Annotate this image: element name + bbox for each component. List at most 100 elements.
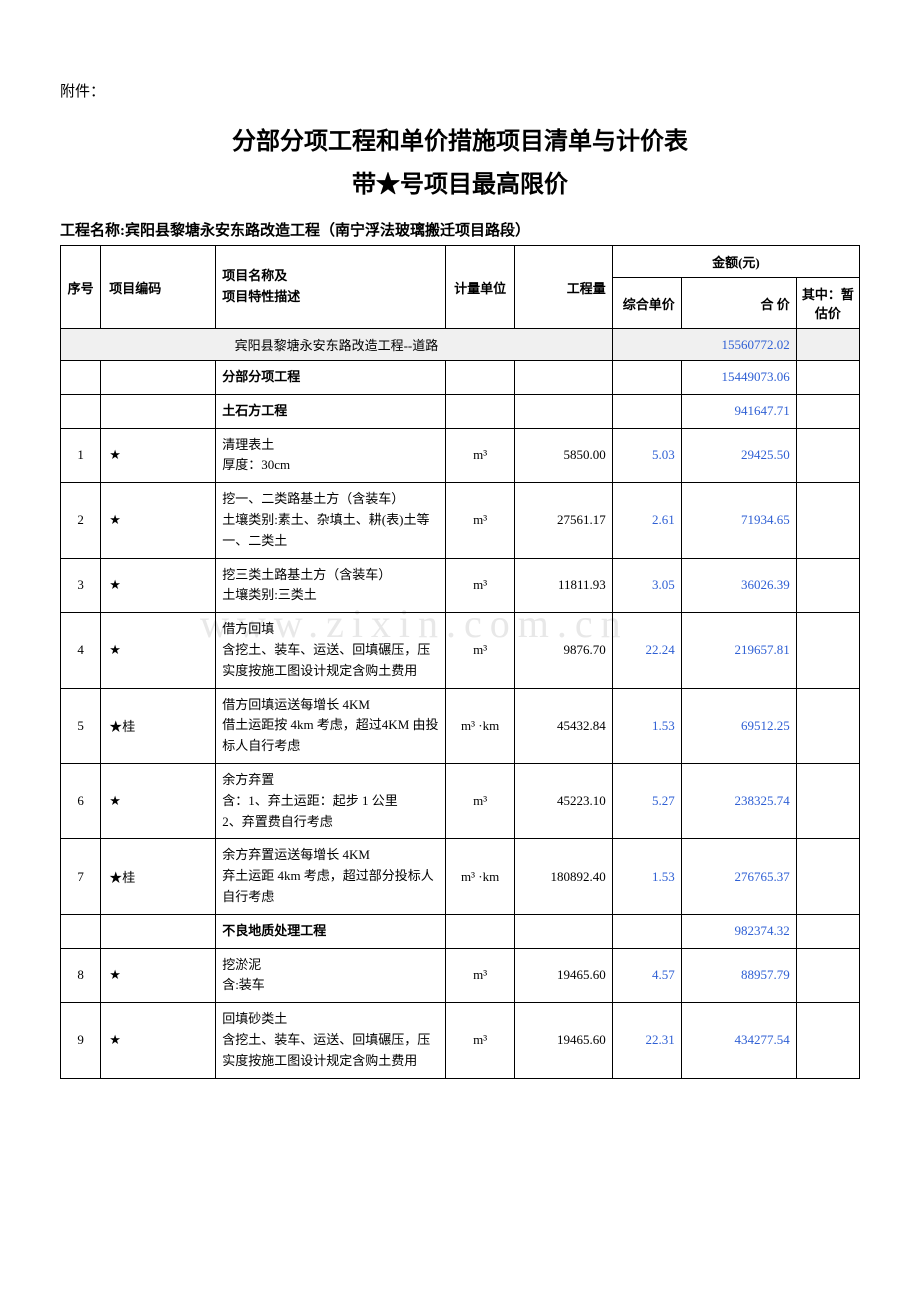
sub2-seq: [61, 914, 101, 948]
row-code: ★: [101, 428, 216, 483]
row-unit: m³: [446, 1003, 515, 1078]
row-unit: m³ ·km: [446, 839, 515, 914]
row-total: 219657.81: [681, 613, 796, 688]
sub2-qty: [515, 914, 613, 948]
table-row: 8★挖淤泥 含:装车m³19465.604.5788957.79: [61, 948, 860, 1003]
row-qty: 27561.17: [515, 483, 613, 558]
table-row: 7★桂余方弃置运送每增长 4KM 弃土运距 4km 考虑，超过部分投标人自行考虑…: [61, 839, 860, 914]
sub-unit: [446, 394, 515, 428]
row-desc: 挖一、二类路基土方（含装车） 土壤类别:素土、杂填土、耕(表)土等一、二类土: [216, 483, 446, 558]
row-prov: [796, 688, 859, 763]
row-code: ★桂: [101, 688, 216, 763]
table-row: 9★回填砂类土 含挖土、装车、运送、回填碾压，压实度按施工图设计规定含购土费用m…: [61, 1003, 860, 1078]
row-desc: 借方回填 含挖土、装车、运送、回填碾压，压实度按施工图设计规定含购土费用: [216, 613, 446, 688]
table-row: 1★清理表土 厚度：30cmm³5850.005.0329425.50: [61, 428, 860, 483]
row-price: 22.24: [612, 613, 681, 688]
sub2-prov: [796, 914, 859, 948]
row-prov: [796, 483, 859, 558]
row-price: 22.31: [612, 1003, 681, 1078]
row-unit: m³: [446, 948, 515, 1003]
header-seq: 序号: [61, 246, 101, 329]
title-line-1: 分部分项工程和单价措施项目清单与计价表: [60, 121, 860, 156]
section-total: 15560772.02: [612, 329, 796, 361]
sub-unit: [446, 361, 515, 395]
row-desc: 挖三类土路基土方（含装车） 土壤类别:三类土: [216, 558, 446, 613]
row-prov: [796, 948, 859, 1003]
row-qty: 9876.70: [515, 613, 613, 688]
row-code: ★: [101, 613, 216, 688]
row-desc: 余方弃置 含：1、弃土运距：起步 1 公里 2、弃置费自行考虑: [216, 763, 446, 838]
row-unit: m³: [446, 613, 515, 688]
row-code: ★桂: [101, 839, 216, 914]
row-total: 276765.37: [681, 839, 796, 914]
row-qty: 11811.93: [515, 558, 613, 613]
sub2-total: 982374.32: [681, 914, 796, 948]
row-price: 1.53: [612, 688, 681, 763]
row-price: 3.05: [612, 558, 681, 613]
row-total: 69512.25: [681, 688, 796, 763]
sub2-price: [612, 914, 681, 948]
row-code: ★: [101, 948, 216, 1003]
attachment-label: 附件：: [60, 80, 860, 101]
header-unit: 计量单位: [446, 246, 515, 329]
row-prov: [796, 428, 859, 483]
sub-price: [612, 361, 681, 395]
table-row: 4★借方回填 含挖土、装车、运送、回填碾压，压实度按施工图设计规定含购土费用m³…: [61, 613, 860, 688]
row-prov: [796, 839, 859, 914]
sub-prov: [796, 361, 859, 395]
row-desc: 清理表土 厚度：30cm: [216, 428, 446, 483]
row-qty: 45223.10: [515, 763, 613, 838]
sub-seq: [61, 361, 101, 395]
sub-desc: 土石方工程: [216, 394, 446, 428]
row-unit: m³: [446, 483, 515, 558]
header-qty: 工程量: [515, 246, 613, 329]
row-total: 36026.39: [681, 558, 796, 613]
row-prov: [796, 613, 859, 688]
row-seq: 1: [61, 428, 101, 483]
row-total: 238325.74: [681, 763, 796, 838]
row-seq: 4: [61, 613, 101, 688]
sub-total: 941647.71: [681, 394, 796, 428]
row-qty: 45432.84: [515, 688, 613, 763]
row-unit: m³: [446, 763, 515, 838]
header-code: 项目编码: [101, 246, 216, 329]
header-total: 合 价: [681, 278, 796, 329]
table-row: 2★挖一、二类路基土方（含装车） 土壤类别:素土、杂填土、耕(表)土等一、二类土…: [61, 483, 860, 558]
row-code: ★: [101, 483, 216, 558]
title-line-2: 带★号项目最高限价: [60, 164, 860, 199]
row-prov: [796, 558, 859, 613]
row-price: 5.03: [612, 428, 681, 483]
row-total: 434277.54: [681, 1003, 796, 1078]
row-price: 1.53: [612, 839, 681, 914]
row-prov: [796, 1003, 859, 1078]
section-title: 宾阳县黎塘永安东路改造工程--道路: [61, 329, 613, 361]
sub-seq: [61, 394, 101, 428]
sub-qty: [515, 394, 613, 428]
row-seq: 2: [61, 483, 101, 558]
row-seq: 8: [61, 948, 101, 1003]
row-seq: 3: [61, 558, 101, 613]
row-qty: 19465.60: [515, 948, 613, 1003]
row-desc: 回填砂类土 含挖土、装车、运送、回填碾压，压实度按施工图设计规定含购土费用: [216, 1003, 446, 1078]
header-amount: 金额(元): [612, 246, 859, 278]
row-desc: 挖淤泥 含:装车: [216, 948, 446, 1003]
row-code: ★: [101, 1003, 216, 1078]
row-total: 71934.65: [681, 483, 796, 558]
row-qty: 19465.60: [515, 1003, 613, 1078]
header-provisional: 其中：暂估价: [796, 278, 859, 329]
row-code: ★: [101, 763, 216, 838]
table-row: 5★桂借方回填运送每增长 4KM 借土运距按 4km 考虑，超过4KM 由投标人…: [61, 688, 860, 763]
sub-desc: 分部分项工程: [216, 361, 446, 395]
row-total: 29425.50: [681, 428, 796, 483]
row-qty: 180892.40: [515, 839, 613, 914]
sub2-unit: [446, 914, 515, 948]
sub-price: [612, 394, 681, 428]
sub2-code: [101, 914, 216, 948]
row-qty: 5850.00: [515, 428, 613, 483]
row-seq: 9: [61, 1003, 101, 1078]
sub-qty: [515, 361, 613, 395]
row-desc: 借方回填运送每增长 4KM 借土运距按 4km 考虑，超过4KM 由投标人自行考…: [216, 688, 446, 763]
sub-code: [101, 361, 216, 395]
sub-prov: [796, 394, 859, 428]
section-prov: [796, 329, 859, 361]
